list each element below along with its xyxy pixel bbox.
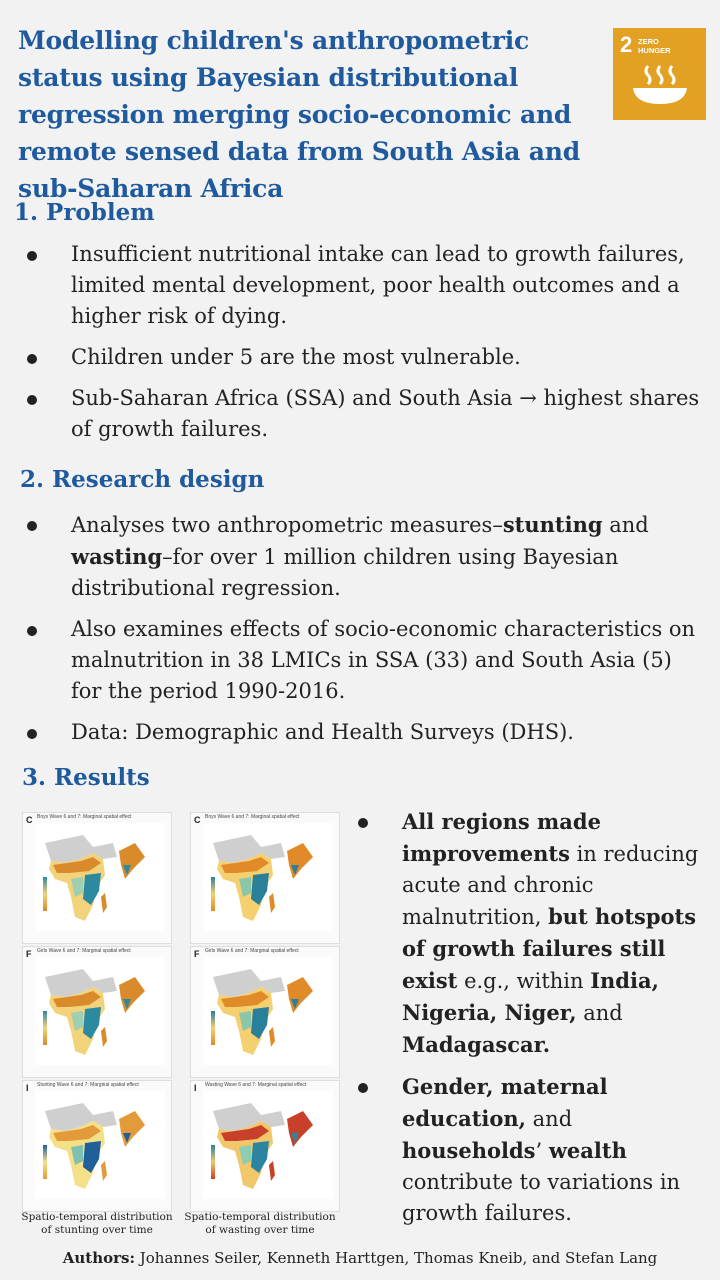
map-thumbnail: I Wasting Wave 6 and 7: Marginal spatial … (190, 1080, 340, 1212)
list-item: Also examines effects of socio-economic … (27, 614, 696, 707)
bullet-icon (27, 251, 37, 261)
panel-letter: I (26, 1083, 29, 1093)
design-list: Analyses two anthropometric measures–stu… (27, 509, 696, 758)
panel-title: Boys Wave 6 and 7: Marginal spatial effe… (205, 814, 300, 820)
list-item: Analyses two anthropometric measures–stu… (27, 509, 696, 604)
list-item: Data: Demographic and Health Surveys (DH… (27, 717, 696, 748)
panel-letter: C (194, 815, 201, 825)
map-thumbnail: I Stunting Wave 6 and 7: Marginal spatial… (22, 1080, 172, 1212)
map-image (35, 823, 165, 931)
map-thumbnail: C Boys Wave 6 and 7: Marginal spatial eff… (22, 812, 172, 944)
bowl-icon (633, 65, 687, 104)
map-image (203, 1091, 333, 1199)
list-item: All regions made improvements in reducin… (358, 806, 702, 1061)
bullet-icon (27, 521, 37, 531)
list-item: Gender, maternal education, and househol… (358, 1071, 702, 1229)
map-thumbnail: F Girls Wave 6 and 7: Marginal spatial ef… (190, 946, 340, 1078)
sdg-label: ZERO HUNGER (638, 37, 671, 55)
caption-stunting: Spatio-temporal distribution of stunting… (21, 1211, 173, 1236)
bullet-icon (27, 626, 37, 636)
panel-title: Girls Wave 6 and 7: Marginal spatial eff… (205, 948, 299, 954)
list-item: Insufficient nutritional intake can lead… (27, 239, 701, 332)
list-item: Children under 5 are the most vulnerable… (27, 342, 701, 373)
panel-title: Wasting Wave 6 and 7: Marginal spatial e… (205, 1082, 307, 1088)
map-thumbnail: F Girls Wave 6 and 7: Marginal spatial ef… (22, 946, 172, 1078)
map-image (203, 957, 333, 1065)
panel-letter: F (26, 949, 32, 959)
panel-letter: C (26, 815, 33, 825)
sdg-badge: 2 ZERO HUNGER (613, 28, 706, 120)
results-heading: 3. Results (22, 764, 150, 791)
panel-title: Boys Wave 6 and 7: Marginal spatial effe… (37, 814, 132, 820)
results-maps: C Boys Wave 6 and 7: Marginal spatial eff… (22, 812, 340, 1212)
sdg-number: 2 (620, 32, 633, 57)
caption-wasting: Spatio-temporal distribution of wasting … (184, 1211, 336, 1236)
poster-title: Modelling children's anthropometric stat… (18, 26, 581, 203)
problem-heading: 1. Problem (14, 199, 155, 226)
panel-letter: I (194, 1083, 197, 1093)
panel-title: Stunting Wave 6 and 7: Marginal spatial … (37, 1082, 139, 1088)
map-image (35, 957, 165, 1065)
map-image (203, 823, 333, 931)
map-image (35, 1091, 165, 1199)
authors-line: Authors: Johannes Seiler, Kenneth Harttg… (62, 1249, 658, 1267)
bullet-icon (27, 354, 37, 364)
panel-letter: F (194, 949, 200, 959)
list-item: Sub-Saharan Africa (SSA) and South Asia … (27, 383, 701, 445)
results-list: All regions made improvements in reducin… (358, 806, 702, 1239)
design-heading: 2. Research design (20, 466, 265, 493)
bullet-icon (27, 395, 37, 405)
panel-title: Girls Wave 6 and 7: Marginal spatial eff… (37, 948, 131, 954)
bullet-icon (358, 1083, 368, 1093)
map-thumbnail: C Boys Wave 6 and 7: Marginal spatial eff… (190, 812, 340, 944)
bullet-icon (27, 729, 37, 739)
bullet-icon (358, 818, 368, 828)
problem-list: Insufficient nutritional intake can lead… (27, 239, 701, 455)
